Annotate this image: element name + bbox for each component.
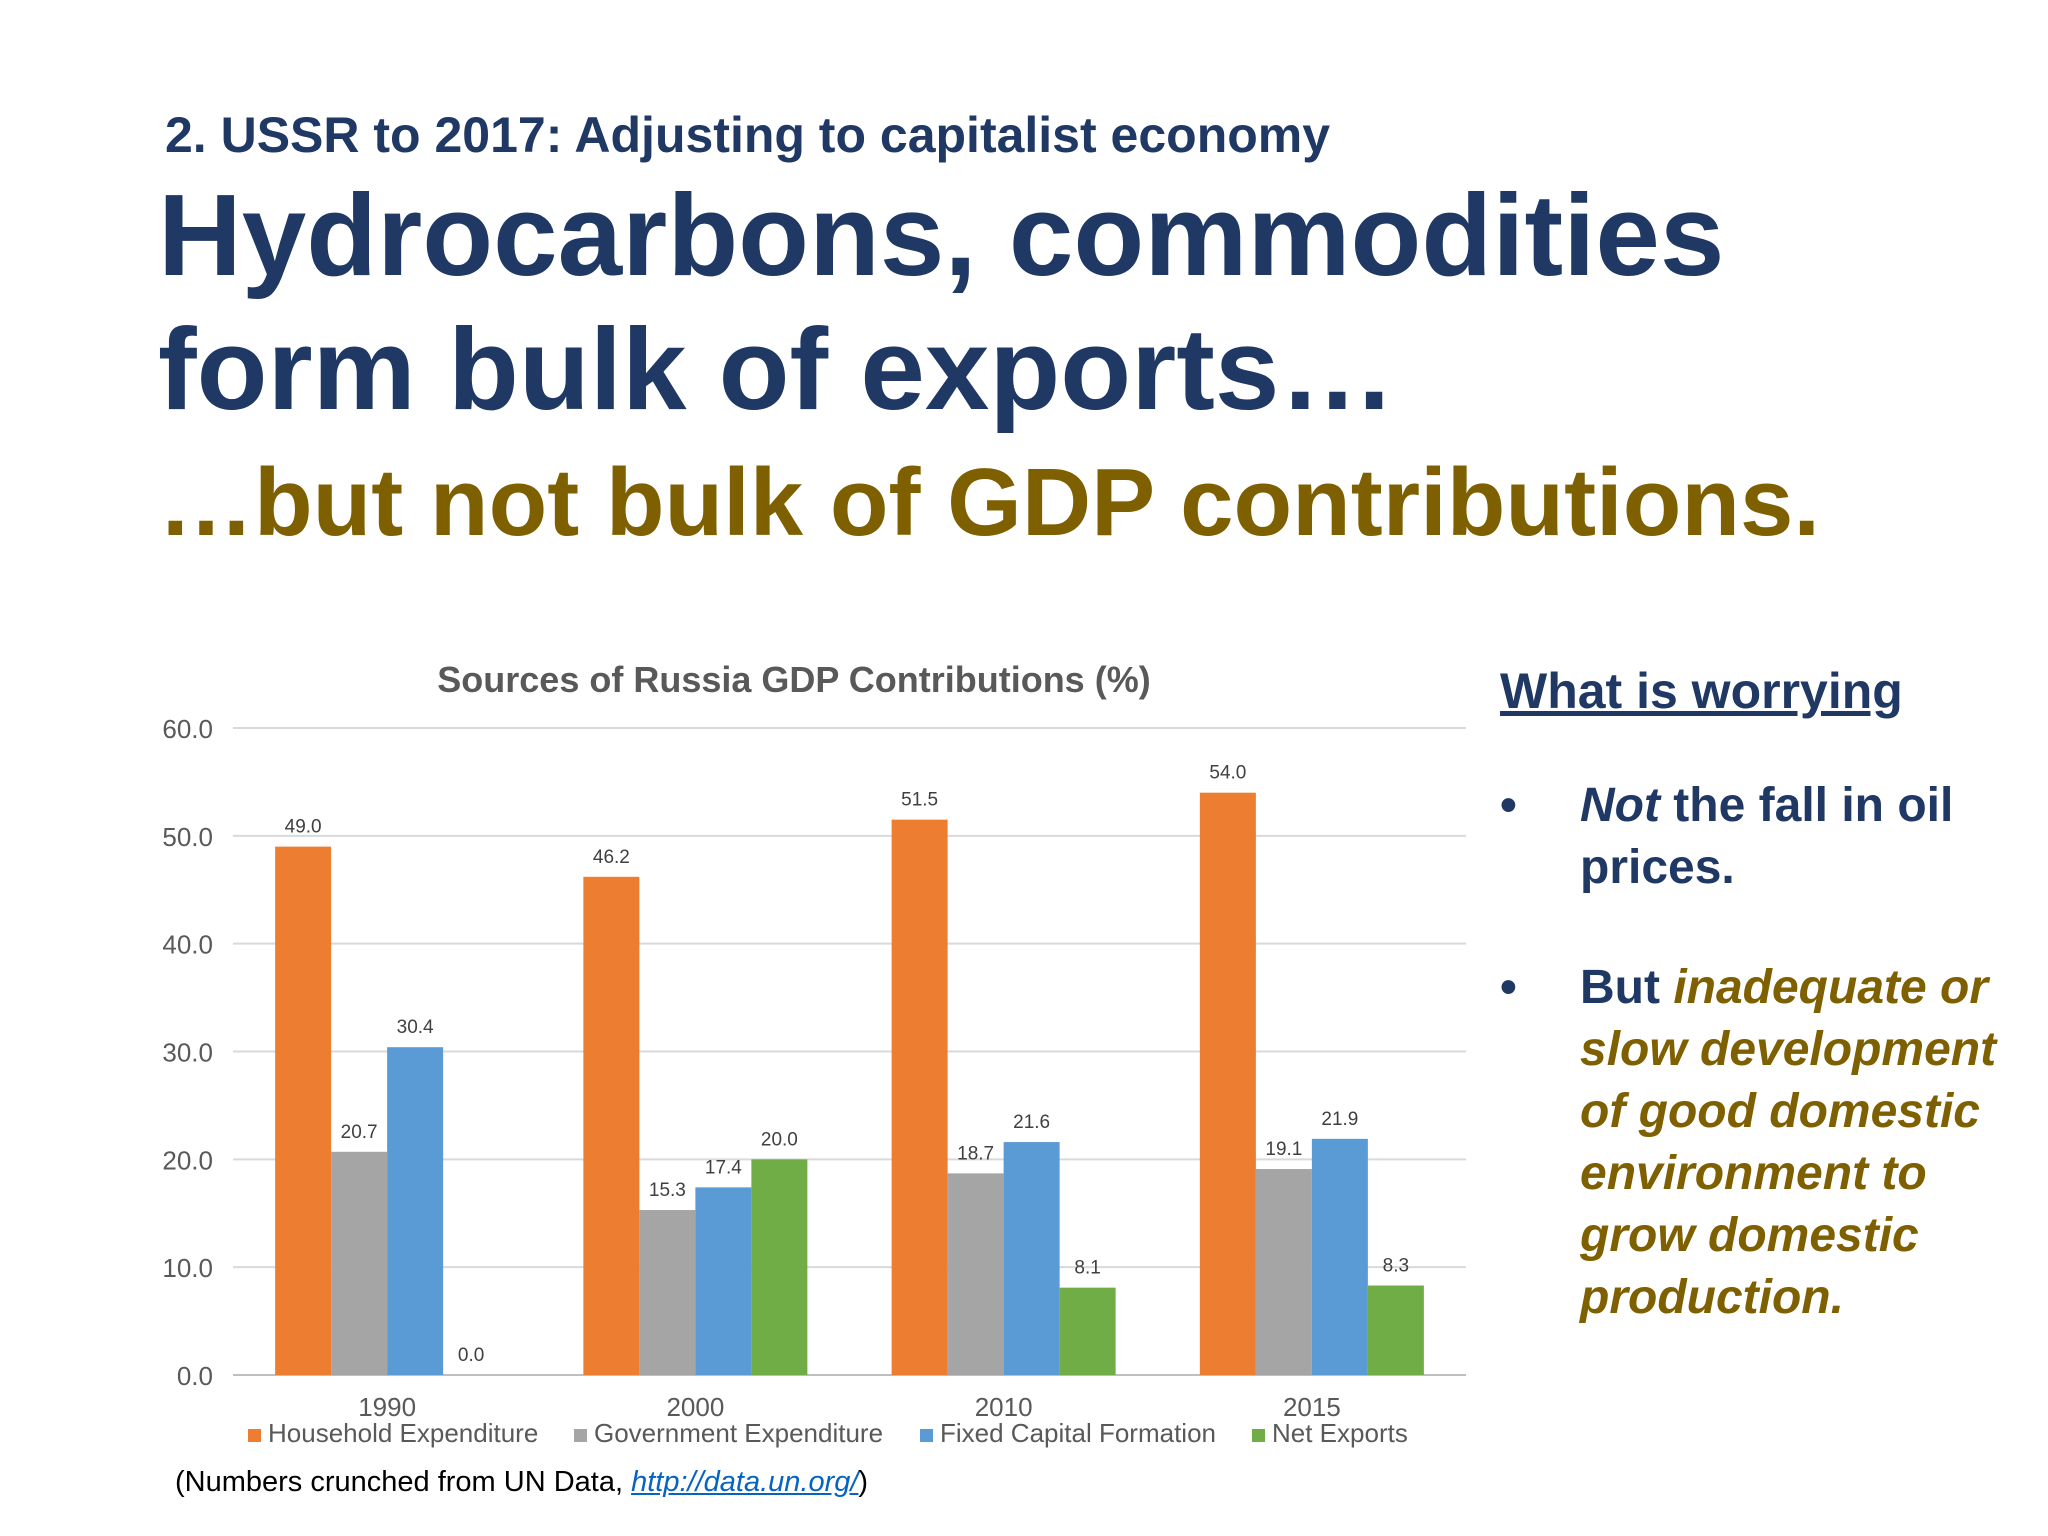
x-tick-label: 2000 [666,1392,724,1422]
worry-panel: What is worrying • Not the fall in oil p… [1500,662,2040,1369]
legend-label: Government Expenditure [594,1418,883,1448]
legend-swatch [1252,1429,1265,1442]
chart-title: Sources of Russia GDP Contributions (%) [437,659,1150,700]
data-label: 30.4 [397,1017,434,1038]
source-suffix: ) [858,1466,869,1498]
x-tick-label: 2010 [975,1392,1033,1422]
data-label: 15.3 [649,1180,686,1201]
y-tick-label: 40.0 [162,930,213,960]
bar [947,1173,1004,1375]
chart-legend: Household Expenditure Government Expendit… [248,1418,1408,1448]
data-label: 0.0 [458,1345,484,1366]
x-tick-label: 2015 [1283,1392,1341,1422]
slide-subhead: …but not bulk of GDP contributions. [158,449,1821,556]
legend-swatch [920,1429,933,1442]
slide-kicker: 2. USSR to 2017: Adjusting to capitalist… [165,107,1331,163]
x-tick-label: 1990 [358,1392,416,1422]
legend-swatch [574,1429,587,1442]
gdp-contributions-chart: Sources of Russia GDP Contributions (%) … [162,659,1466,1448]
worry-bullet-2: • But inadequate or slow development of … [1500,957,2040,1329]
legend-label: Household Expenditure [268,1418,538,1448]
data-label: 20.7 [341,1122,378,1143]
y-tick-label: 50.0 [162,822,213,852]
y-tick-label: 30.0 [162,1038,213,1068]
bullet-dot: • [1500,961,1517,1014]
legend-label: Fixed Capital Formation [940,1418,1216,1448]
bar [275,846,332,1375]
data-label: 17.4 [705,1157,742,1178]
bullet-dot: • [1500,779,1517,832]
worry-title: What is worrying [1500,663,1903,719]
data-label: 21.9 [1321,1109,1358,1130]
bullet-2-emphasis: inadequate or slow development of good d… [1580,961,1997,1324]
worry-bullet-1: • Not the fall in oil prices. [1500,775,2040,899]
legend-label: Net Exports [1272,1418,1408,1448]
data-label: 49.0 [285,817,322,838]
data-label: 18.7 [957,1143,994,1164]
y-tick-label: 60.0 [162,714,213,744]
bullet-2-lead: But [1580,961,1674,1014]
bar [387,1047,444,1375]
slide-headline: Hydrocarbons, commodities form bulk of e… [158,168,1724,436]
chart-data-labels: 49.0 20.7 30.4 0.0 46.2 15.3 17.4 20.0 51.5 18.7 2… [285,763,1409,1366]
y-tick-label: 10.0 [162,1253,213,1283]
data-label: 8.1 [1074,1258,1100,1279]
bar [1255,1169,1312,1375]
bar [891,819,948,1375]
data-label: 21.6 [1013,1112,1050,1133]
bar [695,1187,752,1375]
legend-swatch [248,1429,261,1442]
data-label: 46.2 [593,847,630,868]
data-label: 20.0 [761,1129,798,1150]
bullet-1-text: the fall in oil prices. [1580,779,1954,894]
bar [1059,1287,1116,1375]
source-prefix: (Numbers crunched from UN Data, [175,1466,632,1498]
y-axis: 0.0 10.0 20.0 30.0 40.0 50.0 60.0 [162,714,213,1391]
bar [331,1151,388,1375]
headline-line-2: form bulk of exports… [158,304,1396,434]
x-axis: 1990 2000 2010 2015 [358,1392,1341,1422]
chart-bars [275,792,1424,1375]
y-tick-label: 0.0 [177,1361,213,1391]
data-label: 54.0 [1209,763,1246,784]
data-label: 51.5 [901,790,938,811]
source-link[interactable]: http://data.un.org/ [631,1466,859,1498]
bar [639,1210,696,1375]
bar [1199,792,1256,1375]
y-tick-label: 20.0 [162,1145,213,1175]
bullet-1-emphasis: Not [1580,779,1660,832]
data-label: 19.1 [1265,1139,1302,1160]
bar [751,1159,808,1375]
headline-line-1: Hydrocarbons, commodities [158,170,1725,300]
bar [1003,1142,1060,1375]
bar [1311,1138,1368,1375]
bar [583,876,640,1375]
bar [1367,1285,1424,1375]
source-note: (Numbers crunched from UN Data, http://d… [175,1466,868,1499]
data-label: 8.3 [1383,1255,1409,1276]
